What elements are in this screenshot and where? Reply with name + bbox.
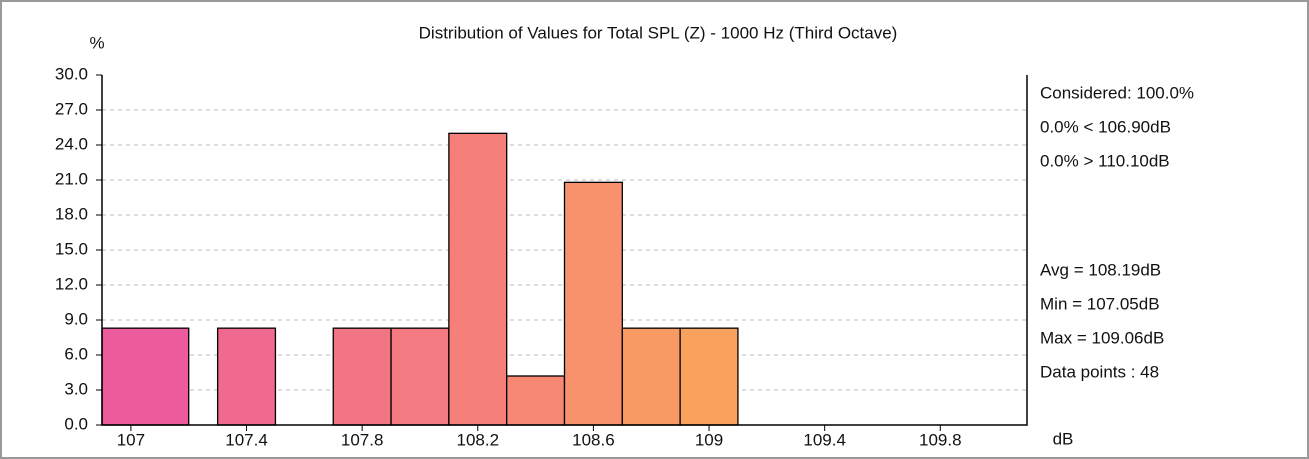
bar	[621, 327, 681, 426]
x-tick-label: 107	[117, 430, 145, 449]
y-tick-label: 0.0	[64, 414, 88, 433]
x-tick-label: 109.8	[919, 430, 962, 449]
bar	[101, 327, 190, 426]
annotation: Max = 109.06dB	[1040, 328, 1164, 347]
bar	[679, 327, 739, 426]
annotation: Data points : 48	[1040, 362, 1159, 381]
annotation: 0.0% > 110.10dB	[1040, 151, 1170, 170]
y-tick-label: 21.0	[55, 169, 88, 188]
y-tick-label: 9.0	[64, 309, 88, 328]
y-tick-label: 6.0	[64, 344, 88, 363]
y-tick-label: 30.0	[55, 64, 88, 83]
x-tick-label: 108.6	[572, 430, 615, 449]
bar	[216, 327, 277, 426]
axes	[101, 75, 1028, 426]
y-tick-label: 15.0	[55, 239, 88, 258]
bar	[506, 375, 566, 426]
x-tick-label: 107.4	[225, 430, 268, 449]
chart-title: Distribution of Values for Total SPL (Z)…	[419, 23, 898, 42]
bar	[332, 327, 392, 426]
y-tick-label: 24.0	[55, 134, 88, 153]
x-tick-label: 107.8	[341, 430, 384, 449]
y-tick-label: 18.0	[55, 204, 88, 223]
annotation: Considered: 100.0%	[1040, 83, 1194, 102]
x-axis-label: dB	[1053, 429, 1074, 448]
y-axis-label: %	[89, 33, 104, 52]
x-tick-label: 108.2	[457, 430, 500, 449]
annotation: Avg = 108.19dB	[1040, 260, 1161, 279]
y-tick-label: 3.0	[64, 379, 88, 398]
x-tick-label: 109	[695, 430, 723, 449]
bar	[563, 181, 623, 426]
x-tick-label: 109.4	[803, 430, 846, 449]
y-tick-label: 27.0	[55, 99, 88, 118]
y-tick-label: 12.0	[55, 274, 88, 293]
bar	[448, 132, 508, 426]
bar	[390, 327, 450, 426]
annotation: 0.0% < 106.90dB	[1040, 117, 1171, 136]
annotation: Min = 107.05dB	[1040, 294, 1160, 313]
